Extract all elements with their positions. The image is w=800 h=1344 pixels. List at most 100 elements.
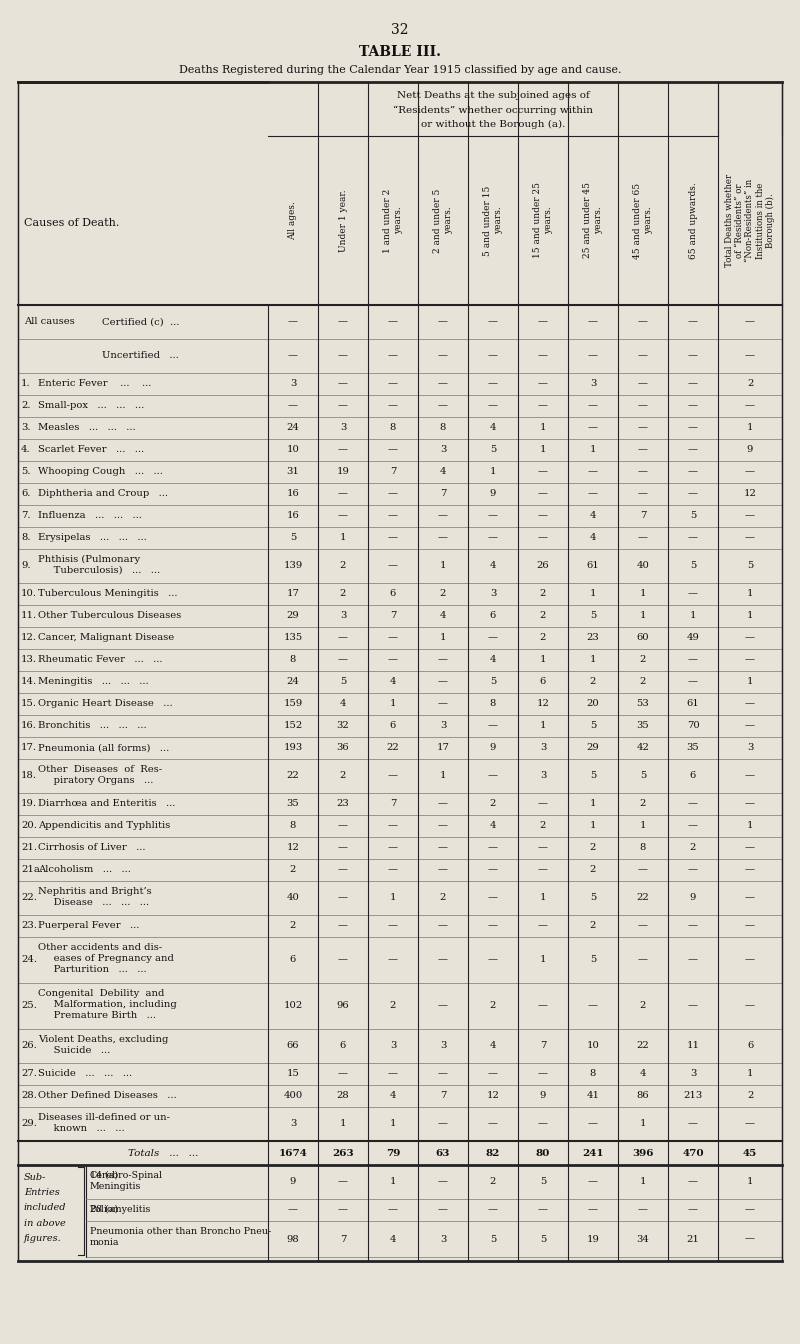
Text: —: —	[388, 922, 398, 930]
Text: 6: 6	[490, 612, 496, 621]
Text: —: —	[538, 1070, 548, 1078]
Text: 5: 5	[540, 1235, 546, 1243]
Text: 29: 29	[286, 612, 299, 621]
Text: 5: 5	[590, 894, 596, 903]
Text: 9: 9	[690, 894, 696, 903]
Text: 2: 2	[640, 656, 646, 664]
Text: —: —	[688, 821, 698, 831]
Text: Total Deaths whether
of “Residents” or
“Non-Residents” in
Institutions in the
Bo: Total Deaths whether of “Residents” or “…	[725, 173, 775, 267]
Text: 1: 1	[746, 821, 754, 831]
Text: Organic Heart Disease   ...: Organic Heart Disease ...	[38, 699, 173, 708]
Text: —: —	[438, 1070, 448, 1078]
Text: —: —	[338, 1177, 348, 1187]
Text: Nett Deaths at the subjoined ages of: Nett Deaths at the subjoined ages of	[397, 91, 590, 101]
Text: 152: 152	[283, 722, 302, 731]
Text: —: —	[438, 317, 448, 327]
Text: 1: 1	[490, 468, 496, 477]
Text: Scarlet Fever   ...   ...: Scarlet Fever ... ...	[38, 445, 144, 454]
Text: Premature Birth   ...: Premature Birth ...	[38, 1012, 156, 1020]
Text: known   ...   ...: known ... ...	[38, 1124, 125, 1133]
Text: 65 and upwards.: 65 and upwards.	[689, 183, 698, 259]
Text: 3: 3	[390, 1042, 396, 1051]
Text: 10.: 10.	[21, 590, 37, 598]
Text: —: —	[338, 821, 348, 831]
Text: 98: 98	[286, 1235, 299, 1243]
Text: 40: 40	[286, 894, 299, 903]
Text: 4: 4	[440, 468, 446, 477]
Text: 16.: 16.	[21, 722, 37, 731]
Text: 16: 16	[286, 489, 299, 499]
Text: —: —	[388, 379, 398, 388]
Text: Meningitis: Meningitis	[90, 1181, 142, 1191]
Text: —: —	[588, 352, 598, 360]
Text: —: —	[538, 800, 548, 809]
Text: —: —	[388, 352, 398, 360]
Text: —: —	[745, 722, 755, 731]
Text: 29: 29	[586, 743, 599, 753]
Text: 1.: 1.	[21, 379, 30, 388]
Text: —: —	[388, 512, 398, 520]
Text: 400: 400	[283, 1091, 302, 1101]
Text: —: —	[538, 468, 548, 477]
Text: 9: 9	[490, 489, 496, 499]
Text: —: —	[745, 894, 755, 903]
Text: 40: 40	[637, 562, 650, 570]
Text: —: —	[745, 534, 755, 543]
Text: —: —	[438, 699, 448, 708]
Text: 1: 1	[590, 800, 596, 809]
Text: Violent Deaths, excluding: Violent Deaths, excluding	[38, 1035, 168, 1043]
Text: 7: 7	[390, 800, 396, 809]
Text: 15: 15	[286, 1070, 299, 1078]
Text: 12: 12	[537, 699, 550, 708]
Text: 86: 86	[637, 1091, 650, 1101]
Text: —: —	[488, 1206, 498, 1215]
Text: Certified (c)  ...: Certified (c) ...	[102, 317, 179, 327]
Text: 193: 193	[283, 743, 302, 753]
Text: 42: 42	[637, 743, 650, 753]
Text: —: —	[688, 1206, 698, 1215]
Text: Alcoholism   ...   ...: Alcoholism ... ...	[38, 866, 131, 875]
Text: —: —	[688, 317, 698, 327]
Text: —: —	[338, 844, 348, 852]
Text: Meningitis   ...   ...   ...: Meningitis ... ... ...	[38, 677, 149, 687]
Text: 26.: 26.	[21, 1042, 37, 1051]
Text: 45 and under 65
years.: 45 and under 65 years.	[634, 183, 653, 258]
Text: 8: 8	[640, 844, 646, 852]
Text: 2: 2	[747, 379, 753, 388]
Text: —: —	[688, 423, 698, 433]
Text: —: —	[688, 445, 698, 454]
Text: —: —	[638, 402, 648, 410]
Text: 70: 70	[686, 722, 699, 731]
Text: 6: 6	[390, 722, 396, 731]
Text: 5: 5	[690, 512, 696, 520]
Text: 35: 35	[686, 743, 699, 753]
Text: 135: 135	[283, 633, 302, 642]
Text: 49: 49	[686, 633, 699, 642]
Text: 6: 6	[390, 590, 396, 598]
Text: —: —	[488, 317, 498, 327]
Text: 1: 1	[440, 771, 446, 781]
Text: 5 and under 15
years.: 5 and under 15 years.	[483, 185, 502, 255]
Text: —: —	[388, 445, 398, 454]
Text: Cerebro-Spinal: Cerebro-Spinal	[90, 1171, 163, 1180]
Text: Diarrhœa and Enteritis   ...: Diarrhœa and Enteritis ...	[38, 800, 175, 809]
Text: Deaths Registered during the Calendar Year 1915 classified by age and cause.: Deaths Registered during the Calendar Ye…	[178, 65, 622, 75]
Text: Cirrhosis of Liver   ...: Cirrhosis of Liver ...	[38, 844, 146, 852]
Text: 2: 2	[590, 922, 596, 930]
Text: figures.: figures.	[24, 1234, 62, 1243]
Text: 7: 7	[440, 1091, 446, 1101]
Text: 10: 10	[286, 445, 299, 454]
Text: —: —	[388, 562, 398, 570]
Text: —: —	[338, 445, 348, 454]
Text: —: —	[488, 922, 498, 930]
Text: —: —	[688, 489, 698, 499]
Text: —: —	[688, 922, 698, 930]
Text: 5: 5	[540, 1177, 546, 1187]
Text: —: —	[688, 534, 698, 543]
Text: —: —	[745, 699, 755, 708]
Text: Disease   ...   ...   ...: Disease ... ... ...	[38, 898, 149, 907]
Text: 9.: 9.	[21, 562, 30, 570]
Text: 5: 5	[340, 677, 346, 687]
Text: —: —	[438, 821, 448, 831]
Text: monia: monia	[90, 1238, 119, 1247]
